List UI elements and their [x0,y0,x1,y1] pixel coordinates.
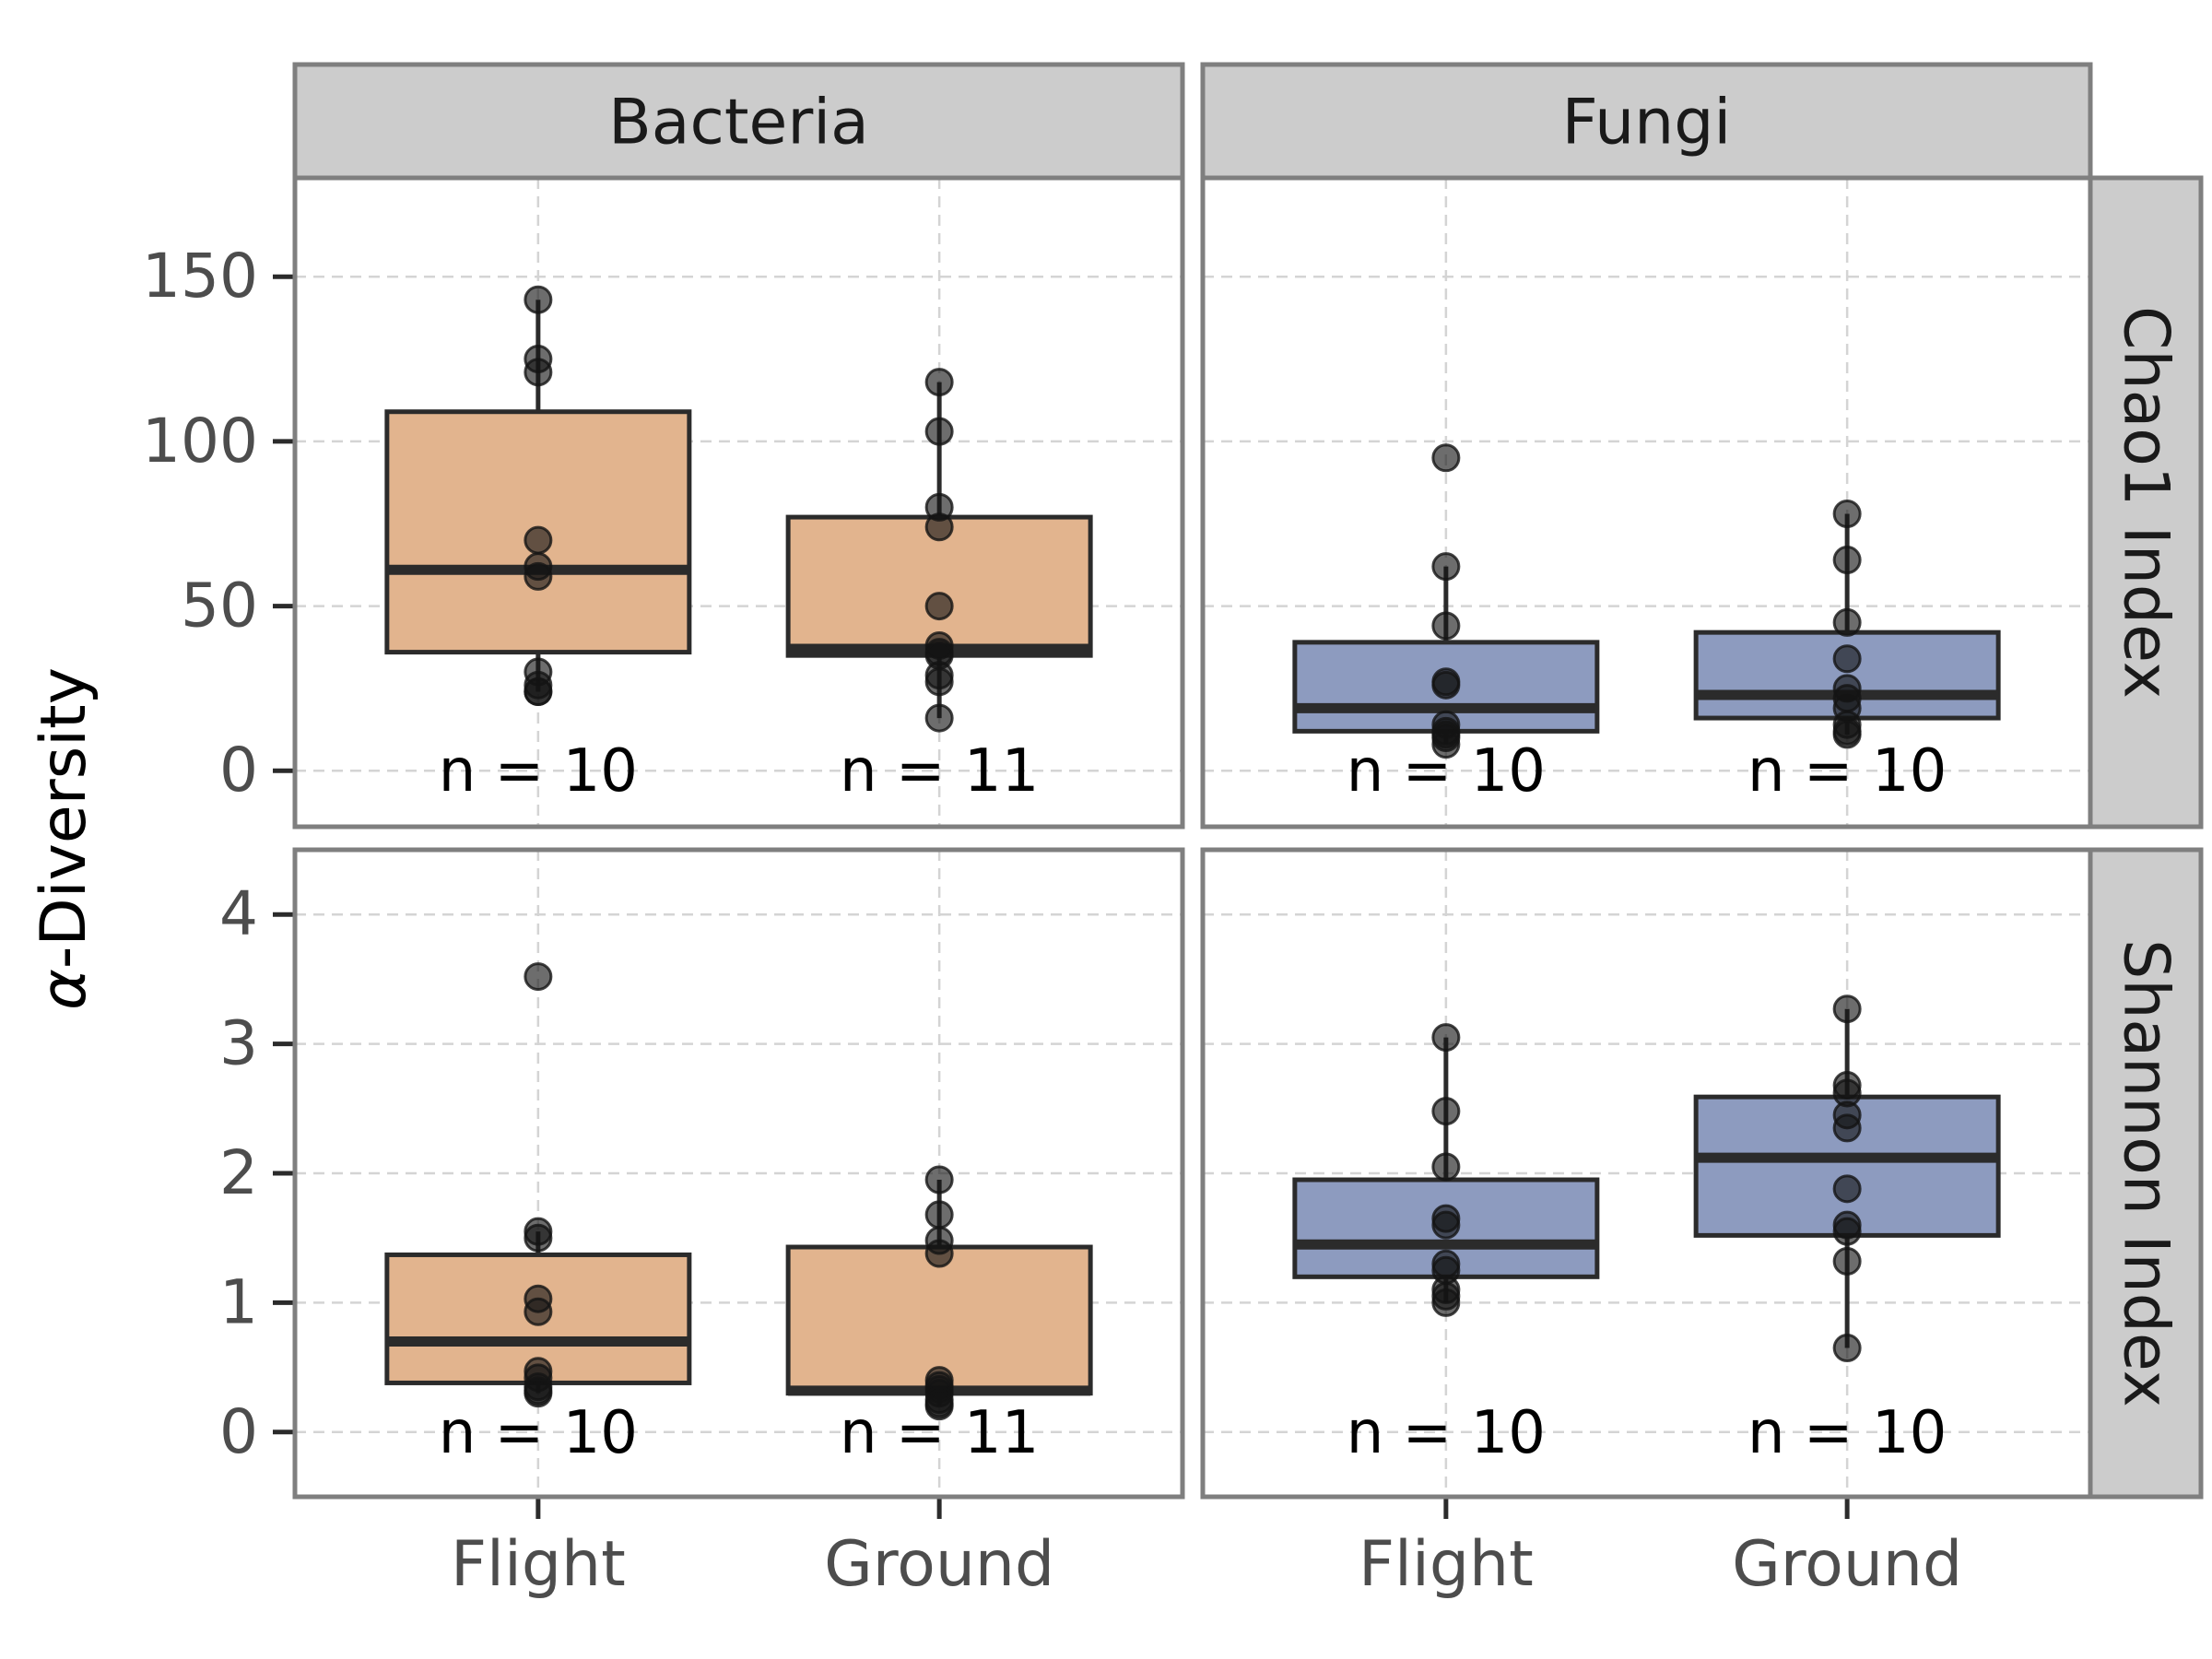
data-point [1832,1113,1862,1143]
panels-layer: Bacteria Fungi Chao1 Index Shannon Index 0 50… [142,62,2204,1601]
y-tick-label: 100 [142,406,258,477]
x-tick-label-flight: Flight [451,1528,626,1601]
data-point [1832,1174,1862,1204]
n-label-ground: n = 10 [1747,1399,1947,1467]
n-label-flight: n = 10 [1347,1399,1546,1467]
data-point [524,525,553,555]
panel-fungi-shannon-index-border [1200,847,2093,1500]
strip-label-bacteria: Bacteria [608,87,869,159]
data-point [1832,720,1862,749]
n-label-flight: n = 10 [439,737,638,806]
data-point [524,1379,553,1408]
y-tick-label: 0 [219,735,258,806]
data-point [1431,1097,1461,1126]
y-tick-label: 0 [219,1396,258,1467]
y-axis-title-text: -Diversity [28,667,100,969]
x-tick-label-ground: Ground [824,1528,1054,1601]
data-point [1431,730,1461,759]
strip-shannon-index [2088,847,2204,1500]
data-point [524,962,553,992]
n-label-flight: n = 10 [439,1399,638,1467]
strip-chao1-index [2088,175,2204,830]
data-point [924,368,954,397]
data-point [1832,546,1862,575]
n-label-ground: n = 11 [840,737,1039,806]
strip-bacteria [292,62,1185,181]
data-point [1832,1217,1862,1246]
data-point [1832,1334,1862,1363]
data-point [1431,1288,1461,1317]
y-tick-label: 3 [219,1008,258,1079]
strip-label-fungi: Fungi [1562,87,1732,159]
n-label-flight: n = 10 [1347,737,1546,806]
data-point [924,1200,954,1230]
y-tick-label: 2 [219,1137,258,1208]
y-tick-label: 1 [219,1266,258,1337]
data-point [1431,611,1461,641]
x-tick-label-flight: Flight [1359,1528,1534,1601]
n-label-ground: n = 11 [840,1399,1039,1467]
data-point [524,1297,553,1326]
data-point [1431,670,1461,700]
strip-fungi [1200,62,2093,181]
data-point [1431,1152,1461,1182]
data-point [1832,500,1862,529]
data-point [1832,994,1862,1024]
strip-label-shannon-index: Shannon Index [2110,939,2183,1407]
data-point [924,592,954,621]
y-tick-label: 50 [181,571,258,641]
panel-bacteria-chao1-index-border [292,175,1185,830]
data-point [924,512,954,542]
panel-fungi-chao1-index-border [1200,175,2093,830]
y-axis-title: α-Diversity [28,667,100,1010]
data-point [924,417,954,446]
data-point [1832,607,1862,637]
data-point [524,677,553,706]
data-point [524,561,553,591]
data-point [924,1392,954,1421]
data-point [1832,644,1862,674]
y-tick-label: 4 [219,878,258,949]
x-tick-label-ground: Ground [1732,1528,1962,1601]
data-point [524,285,553,314]
data-point [1431,552,1461,582]
data-point [1431,1023,1461,1053]
y-axis-title-greek: α [28,969,100,1010]
data-point [524,1223,553,1253]
data-point [924,1165,954,1194]
data-point [1431,443,1461,473]
data-point [924,1239,954,1268]
data-point [1832,1246,1862,1276]
n-label-ground: n = 10 [1747,737,1947,806]
panel-bacteria-shannon-index-border [292,847,1185,1500]
y-tick-label: 150 [142,241,258,312]
data-point [924,703,954,733]
data-point [524,358,553,387]
data-point [1431,1210,1461,1240]
strip-label-chao1-index: Chao1 Index [2110,306,2183,699]
data-point [924,667,954,697]
